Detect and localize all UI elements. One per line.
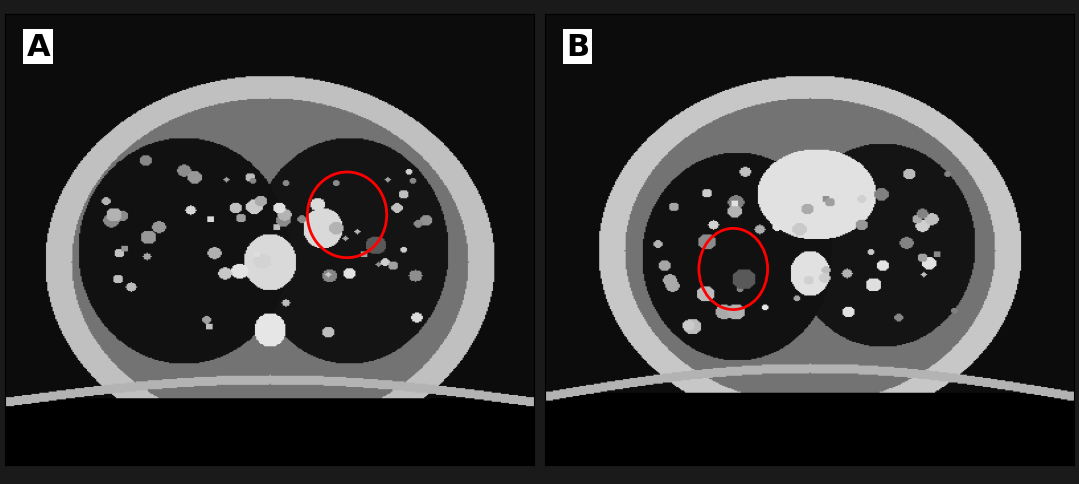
Text: B: B (566, 32, 589, 61)
Text: A: A (27, 32, 50, 61)
